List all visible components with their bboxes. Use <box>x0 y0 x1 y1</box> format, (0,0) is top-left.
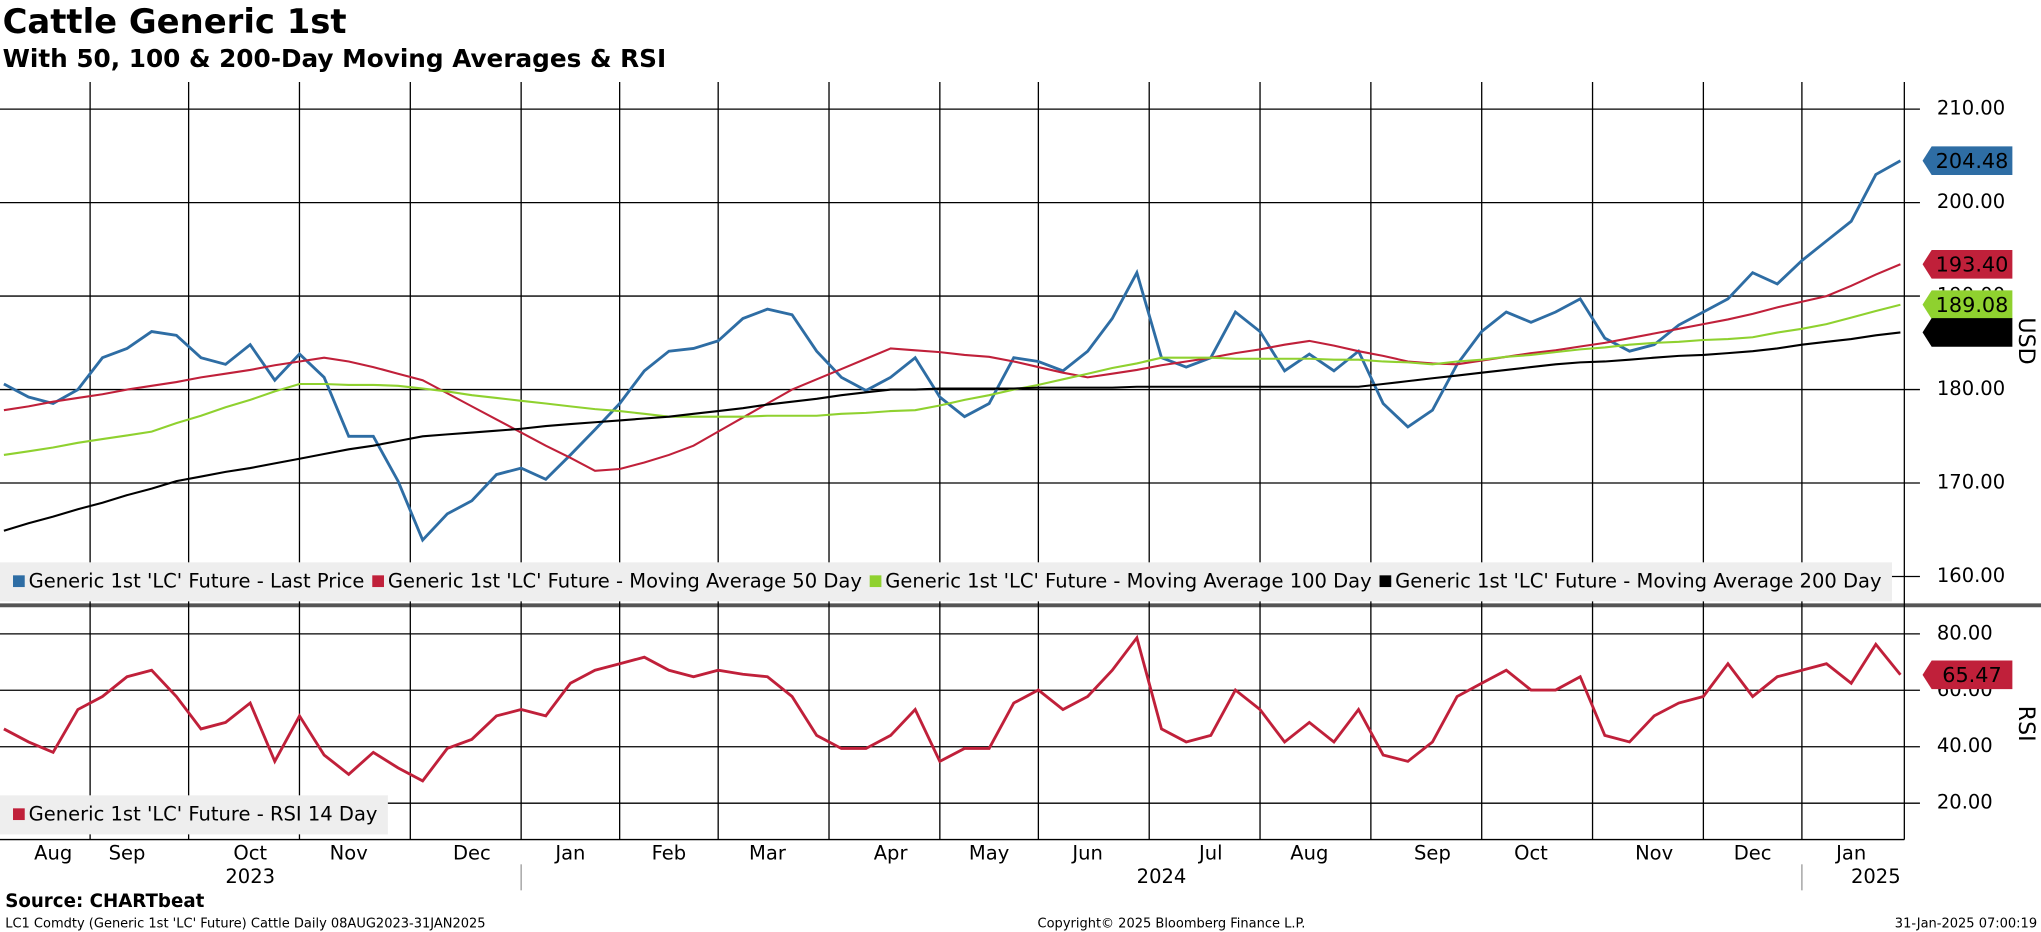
x-tick-label: Jun <box>1070 841 1102 864</box>
x-tick-label: Feb <box>652 841 687 864</box>
chart-title: Cattle Generic 1st <box>3 2 347 41</box>
end-label: 204.48 <box>1936 149 2009 173</box>
x-tick-label: Jan <box>1834 841 1866 864</box>
legend-swatch <box>13 808 25 821</box>
x-tick-label: Jul <box>1197 841 1223 864</box>
x-tick-label: Mar <box>749 841 787 864</box>
end-label-box <box>1922 318 2013 347</box>
x-tick-label: Oct <box>233 841 267 864</box>
x-tick-label: Nov <box>330 841 368 864</box>
end-label-box <box>1922 290 2013 319</box>
y-tick-label: 80.00 <box>1937 621 1993 644</box>
series-line <box>3 263 1901 472</box>
legend-box <box>0 795 388 835</box>
series-line <box>3 159 1902 543</box>
y-axis-label: RSI <box>2013 706 2039 742</box>
y-tick-label: 160.00 <box>1937 564 2005 587</box>
legend-swatch <box>869 575 882 588</box>
end-label: 65.47 <box>1942 663 2002 687</box>
footer-copyright: Copyright© 2025 Bloomberg Finance L.P. <box>1038 917 1306 932</box>
x-tick-label: Nov <box>1635 841 1673 864</box>
year-label: 2023 <box>225 865 275 888</box>
legend-swatch <box>1379 575 1392 588</box>
x-tick-label: Aug <box>1290 841 1328 864</box>
y-tick-label: 180.00 <box>1937 377 2005 400</box>
y-tick-label: 210.00 <box>1937 97 2005 120</box>
end-label: 193.40 <box>1936 253 2009 277</box>
year-label: 2025 <box>1851 865 1901 888</box>
series-line <box>3 303 1901 456</box>
legend-label: Generic 1st 'LC' Future - Moving Average… <box>885 569 1371 592</box>
end-label-box <box>1922 249 2013 279</box>
legend-label: Generic 1st 'LC' Future - Moving Average… <box>1395 569 1881 592</box>
series-line <box>3 634 1902 783</box>
end-label: 189.08 <box>1936 293 2009 317</box>
end-label: 186.11 <box>1936 321 2009 345</box>
legend-box <box>0 562 1892 602</box>
footer-timestamp: 31-Jan-2025 07:00:19 <box>1895 917 2037 932</box>
x-tick-label: Sep <box>109 841 146 864</box>
x-tick-label: Jan <box>553 841 585 864</box>
chart-subtitle: With 50, 100 & 200-Day Moving Averages &… <box>3 44 667 73</box>
x-tick-label: Dec <box>1734 841 1772 864</box>
end-label-box <box>1922 146 2013 176</box>
year-label: 2024 <box>1137 865 1187 888</box>
source: Source: CHARTbeat <box>5 891 204 912</box>
x-tick-label: Apr <box>874 841 909 864</box>
y-tick-label: 200.00 <box>1937 190 2005 213</box>
x-tick-label: Sep <box>1414 841 1451 864</box>
x-tick-label: Dec <box>453 841 491 864</box>
legend-label: Generic 1st 'LC' Future - RSI 14 Day <box>29 802 378 825</box>
x-tick-label: May <box>969 841 1009 864</box>
legend-label: Generic 1st 'LC' Future - Last Price <box>29 569 365 592</box>
footer-ticker: LC1 Comdty (Generic 1st 'LC' Future) Cat… <box>5 917 485 932</box>
y-axis-label: USD <box>2013 317 2039 364</box>
legend-label: Generic 1st 'LC' Future - Moving Average… <box>388 569 862 592</box>
legend-swatch <box>372 575 384 588</box>
end-label-box <box>1922 660 2013 690</box>
x-tick-label: Aug <box>34 841 72 864</box>
legend-swatch <box>13 575 25 588</box>
x-tick-label: Oct <box>1514 841 1548 864</box>
y-tick-label: 40.00 <box>1937 734 1993 757</box>
series-line <box>3 331 1901 532</box>
y-tick-label: 20.00 <box>1937 791 1993 814</box>
y-tick-label: 170.00 <box>1937 471 2005 494</box>
